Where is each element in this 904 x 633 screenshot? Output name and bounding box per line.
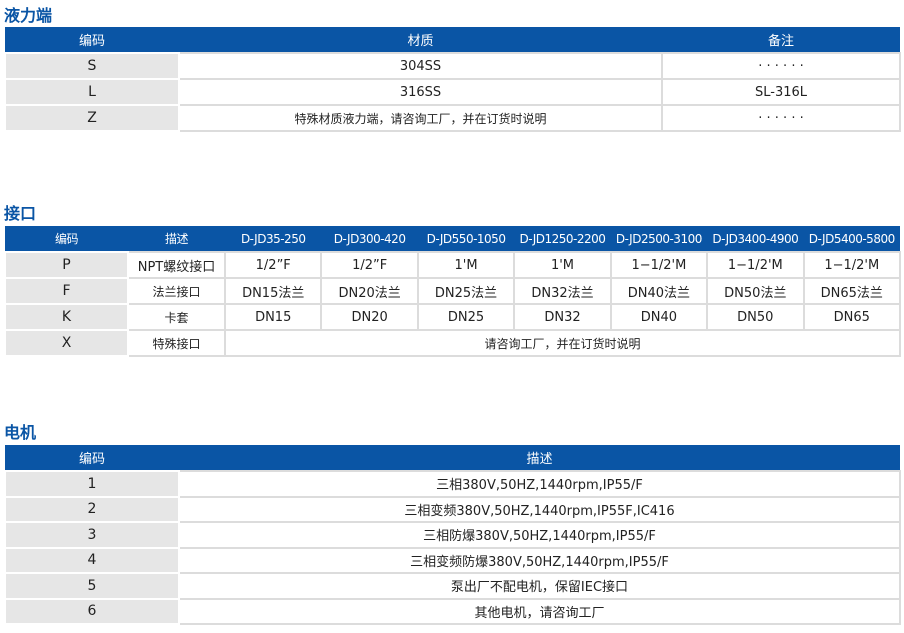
value-cell: 1−1/2'M xyxy=(706,251,805,279)
value-cell: DN65法兰 xyxy=(802,277,902,305)
value-cell: DN15法兰 xyxy=(223,277,323,305)
code-cell: F xyxy=(4,277,129,305)
column-header: 备注 xyxy=(662,27,900,53)
table-row: 4 三相变频防爆380V,50HZ,1440rpm,IP55/F xyxy=(4,546,901,574)
column-header: D-JD2500-3100 xyxy=(610,226,708,252)
column-header: 编码 xyxy=(5,445,179,471)
value-cell: DN40 xyxy=(609,303,709,331)
code-cell: 2 xyxy=(4,495,180,523)
table-row: 3 三相防爆380V,50HZ,1440rpm,IP55/F xyxy=(4,521,901,549)
code-cell: L xyxy=(4,78,180,106)
column-header: 描述 xyxy=(128,226,225,252)
value-cell: 1/2”F xyxy=(223,251,323,279)
table-row: K 卡套 DN15 DN20 DN25 DN32 DN40 DN50 DN65 xyxy=(4,303,902,331)
value-cell: 特殊材质液力端，请咨询工厂，并在订货时说明 xyxy=(178,104,663,132)
section-title-motor: 电机 xyxy=(4,423,37,442)
value-cell: 三相变频防爆380V,50HZ,1440rpm,IP55/F xyxy=(178,546,901,574)
value-cell: 1−1/2'M xyxy=(609,251,709,279)
table-row: F 法兰接口 DN15法兰 DN20法兰 DN25法兰 DN32法兰 DN40法兰 DN50法… xyxy=(4,277,902,305)
code-cell: Z xyxy=(4,104,180,132)
value-cell: NPT螺纹接口 xyxy=(127,251,226,279)
value-cell: 1−1/2'M xyxy=(802,251,902,279)
value-cell: 请咨询工厂，并在订货时说明 xyxy=(224,329,901,357)
code-cell: 1 xyxy=(4,470,180,498)
code-cell: 3 xyxy=(4,521,180,549)
value-cell: DN20 xyxy=(320,303,419,331)
value-cell: 泵出厂不配电机，保留IEC接口 xyxy=(178,572,901,600)
code-cell: 4 xyxy=(4,546,180,574)
column-header: D-JD5400-5800 xyxy=(803,226,900,252)
table-row: L 316SS SL-316L xyxy=(4,78,901,106)
value-cell: DN50法兰 xyxy=(706,277,805,305)
value-cell: 316SS xyxy=(178,78,663,106)
column-header: 编码 xyxy=(5,27,179,53)
column-header: 描述 xyxy=(179,445,900,471)
table-header: 编码 描述 xyxy=(5,445,900,471)
value-cell: 304SS xyxy=(178,52,663,80)
table-header: 编码 材质 备注 xyxy=(5,27,900,53)
value-cell: DN15 xyxy=(223,303,323,331)
value-cell: 三相变频380V,50HZ,1440rpm,IP55F,IC416 xyxy=(178,495,901,523)
value-cell: DN65 xyxy=(802,303,902,331)
column-header: 编码 xyxy=(5,226,128,252)
table-row: 6 其他电机，请咨询工厂 xyxy=(4,597,901,625)
value-cell: · · · · · · xyxy=(661,104,901,132)
value-cell: 特殊接口 xyxy=(127,329,226,357)
section-title-liquid-end: 液力端 xyxy=(4,6,53,25)
code-cell: X xyxy=(4,329,129,357)
value-cell: 三相防爆380V,50HZ,1440rpm,IP55/F xyxy=(178,521,901,549)
section-title-connection: 接口 xyxy=(4,204,37,223)
value-cell: DN25 xyxy=(416,303,516,331)
value-cell: DN50 xyxy=(706,303,805,331)
liquid-end-table: 编码 材质 备注 S 304SS · · · · · · L 316SS SL-316L Z 特殊材… xyxy=(4,27,901,132)
value-cell: 其他电机，请咨询工厂 xyxy=(178,597,901,625)
column-header: D-JD35-250 xyxy=(225,226,322,252)
code-cell: P xyxy=(4,251,129,279)
table-row: Z 特殊材质液力端，请咨询工厂，并在订货时说明 · · · · · · xyxy=(4,104,901,132)
code-cell: 5 xyxy=(4,572,180,600)
table-row: P NPT螺纹接口 1/2”F 1/2”F 1'M 1'M 1−1/2'M 1−1/2'M 1−… xyxy=(4,251,902,279)
column-header: D-JD300-420 xyxy=(321,226,418,252)
motor-table: 编码 描述 1 三相380V,50HZ,1440rpm,IP55/F 2 三相变频380V… xyxy=(4,445,901,625)
table-row: S 304SS · · · · · · xyxy=(4,52,901,80)
value-cell: DN32法兰 xyxy=(513,277,612,305)
column-header: 材质 xyxy=(179,27,662,53)
value-cell: 三相380V,50HZ,1440rpm,IP55/F xyxy=(178,470,901,498)
value-cell: · · · · · · xyxy=(661,52,901,80)
value-cell: DN40法兰 xyxy=(609,277,709,305)
table-row: X 特殊接口 请咨询工厂，并在订货时说明 xyxy=(4,329,901,357)
value-cell: 法兰接口 xyxy=(127,277,226,305)
table-row: 5 泵出厂不配电机，保留IEC接口 xyxy=(4,572,901,600)
code-cell: S xyxy=(4,52,180,80)
code-cell: K xyxy=(4,303,129,331)
value-cell: DN32 xyxy=(513,303,612,331)
table-header: 编码 描述 D-JD35-250 D-JD300-420 D-JD550-1050 D-J… xyxy=(5,226,900,252)
column-header: D-JD1250-2200 xyxy=(514,226,611,252)
value-cell: 卡套 xyxy=(127,303,226,331)
connection-table: 编码 描述 D-JD35-250 D-JD300-420 D-JD550-1050 D-J… xyxy=(4,226,902,357)
value-cell: 1'M xyxy=(513,251,612,279)
value-cell: 1/2”F xyxy=(320,251,419,279)
table-row: 2 三相变频380V,50HZ,1440rpm,IP55F,IC416 xyxy=(4,495,901,523)
value-cell: DN25法兰 xyxy=(416,277,516,305)
column-header: D-JD3400-4900 xyxy=(707,226,804,252)
value-cell: 1'M xyxy=(416,251,516,279)
code-cell: 6 xyxy=(4,597,180,625)
value-cell: SL-316L xyxy=(661,78,901,106)
value-cell: DN20法兰 xyxy=(320,277,419,305)
column-header: D-JD550-1050 xyxy=(417,226,515,252)
table-row: 1 三相380V,50HZ,1440rpm,IP55/F xyxy=(4,470,901,498)
